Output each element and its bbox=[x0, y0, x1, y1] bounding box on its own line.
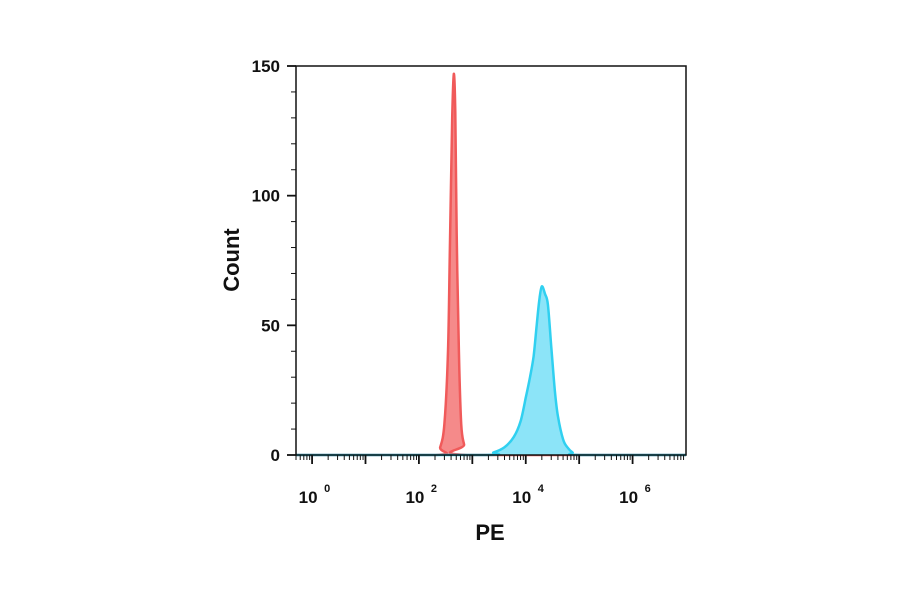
x-tick-label: 10 bbox=[405, 488, 424, 507]
series-2-fill bbox=[296, 286, 686, 455]
x-axis-label: PE bbox=[475, 520, 504, 545]
y-axis-label: Count bbox=[219, 228, 244, 292]
series-2-line bbox=[295, 285, 686, 457]
x-tick-label: 10 bbox=[299, 488, 318, 507]
x-tick-exponent: 6 bbox=[645, 483, 651, 495]
x-tick-label: 10 bbox=[619, 488, 638, 507]
y-tick-label: 0 bbox=[271, 446, 280, 465]
y-tick-label: 100 bbox=[252, 187, 280, 206]
x-tick-exponent: 4 bbox=[538, 483, 545, 495]
y-tick-label: 150 bbox=[252, 57, 280, 76]
x-tick-exponent: 0 bbox=[324, 483, 330, 495]
x-tick-exponent: 2 bbox=[431, 483, 437, 495]
x-tick-label: 10 bbox=[512, 488, 531, 507]
y-tick-label: 50 bbox=[261, 316, 280, 335]
series-layer bbox=[295, 72, 686, 457]
plot-frame bbox=[295, 65, 687, 456]
series-1-line bbox=[295, 72, 686, 457]
series-1-fill bbox=[296, 73, 686, 456]
